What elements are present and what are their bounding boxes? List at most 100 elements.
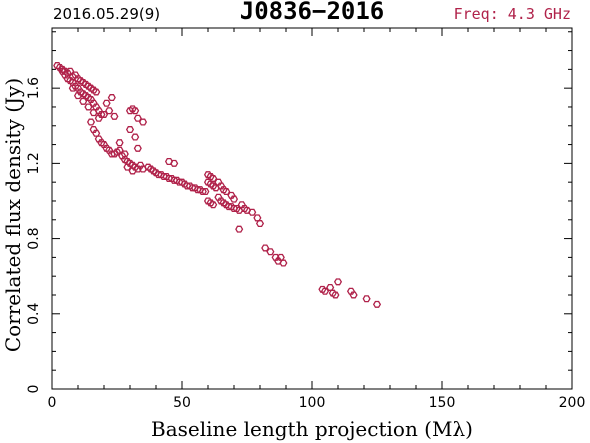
data-point: [102, 144, 111, 152]
data-point: [92, 103, 101, 111]
data-point: [318, 285, 327, 293]
data-point: [229, 195, 239, 203]
data-point: [209, 174, 218, 182]
data-point: [138, 118, 148, 126]
data-point: [133, 144, 142, 152]
data-point: [89, 86, 98, 94]
data-point: [128, 105, 137, 113]
data-point: [73, 92, 83, 100]
data-point: [66, 77, 75, 85]
data-point: [128, 167, 137, 175]
data-point: [196, 186, 205, 194]
y-axis-label: Correlated flux density (Jy): [1, 78, 25, 352]
data-point: [84, 94, 93, 102]
data-point: [214, 193, 223, 201]
data-point: [326, 283, 335, 291]
data-point: [71, 71, 80, 79]
data-point: [222, 201, 231, 209]
data-point: [71, 82, 80, 90]
data-point: [107, 94, 116, 102]
y-tick-label: 1.6: [26, 77, 42, 99]
data-point: [255, 220, 265, 228]
data-point: [157, 171, 166, 179]
data-point: [201, 188, 210, 196]
x-tick-label: 0: [48, 395, 57, 411]
data-point: [136, 161, 145, 169]
data-point: [86, 95, 96, 103]
data-point: [73, 84, 83, 92]
data-point: [266, 248, 275, 256]
data-point: [60, 71, 70, 79]
y-tick-label: 1.2: [26, 152, 42, 174]
data-point: [331, 291, 340, 299]
data-point: [94, 114, 103, 122]
data-point: [346, 287, 356, 295]
data-point: [131, 133, 140, 141]
data-point: [89, 109, 98, 117]
y-tick-label: 0.4: [26, 303, 42, 325]
data-point: [206, 199, 215, 207]
data-point: [60, 67, 70, 75]
data-point: [248, 208, 257, 216]
data-point: [362, 295, 371, 303]
data-point: [131, 107, 140, 115]
data-point: [86, 118, 96, 126]
observation-date: 2016.05.29(9): [53, 5, 160, 23]
source-name: J0836−2016: [240, 0, 385, 25]
data-point: [209, 201, 218, 209]
data-point: [227, 191, 236, 199]
data-point: [279, 259, 288, 267]
data-point: [125, 107, 135, 115]
data-point: [185, 182, 194, 190]
data-point: [214, 178, 223, 186]
scatter-points: [53, 62, 382, 308]
x-tick-label: 50: [173, 395, 191, 411]
y-tick-label: 0: [26, 385, 42, 394]
data-point: [164, 157, 174, 166]
x-tick-label: 100: [299, 395, 326, 411]
data-point: [172, 176, 181, 184]
data-point: [349, 291, 358, 299]
data-point: [92, 88, 101, 96]
data-point: [162, 173, 171, 181]
x-tick-label: 150: [429, 395, 456, 411]
data-point: [84, 103, 93, 111]
data-point: [79, 97, 88, 105]
y-tick-label: 0.8: [26, 227, 42, 249]
data-point: [209, 182, 218, 190]
frequency-label: Freq: 4.3 GHz: [454, 5, 571, 23]
data-point: [237, 201, 246, 209]
data-point: [102, 99, 111, 107]
data-point: [170, 159, 179, 167]
data-point: [58, 67, 67, 75]
data-point: [110, 112, 119, 120]
data-point: [89, 99, 98, 107]
x-axis-label: Baseline length projection (Mλ): [151, 417, 473, 441]
data-point: [235, 225, 244, 233]
x-tick-label: 200: [559, 395, 586, 411]
data-point: [131, 163, 140, 171]
data-point: [206, 173, 215, 181]
data-point: [274, 257, 283, 265]
plot-border: [51, 27, 573, 390]
data-point: [328, 289, 337, 297]
data-point: [333, 278, 343, 286]
data-point: [216, 182, 226, 190]
data-point: [261, 244, 270, 252]
data-point: [240, 204, 249, 213]
data-point: [123, 163, 132, 171]
data-point: [99, 110, 109, 118]
data-point: [320, 287, 330, 295]
data-point: [110, 150, 119, 158]
data-point: [97, 139, 106, 147]
data-point: [180, 180, 189, 188]
data-point: [105, 107, 114, 115]
data-point: [94, 135, 103, 143]
data-point: [89, 126, 98, 134]
data-point: [68, 84, 77, 92]
data-point: [99, 141, 109, 149]
data-point: [118, 152, 127, 160]
data-point: [253, 214, 262, 222]
data-point: [219, 186, 228, 194]
